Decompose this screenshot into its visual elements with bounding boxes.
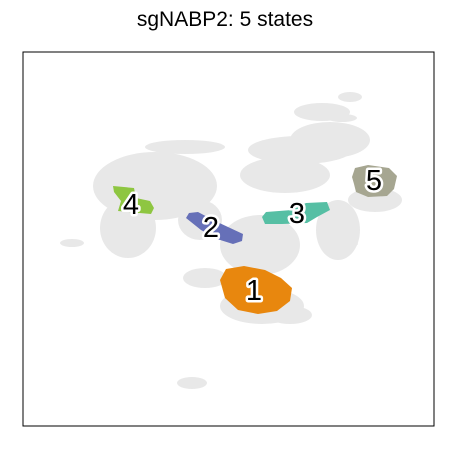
bg-cluster (60, 239, 84, 247)
state-label-2: 2 (203, 212, 219, 244)
bg-cluster (346, 242, 358, 246)
state-4-cells (113, 186, 154, 214)
state-label-3: 3 (289, 198, 305, 230)
state-label-4: 4 (123, 189, 139, 221)
bg-cluster (268, 306, 312, 324)
chart-title: sgNABP2: 5 states (136, 8, 314, 31)
background-cells (60, 92, 402, 389)
bg-cluster (177, 377, 207, 389)
bg-cluster (220, 215, 300, 275)
bg-cluster (145, 140, 225, 154)
bg-cluster (338, 92, 362, 102)
bg-cluster (294, 103, 350, 121)
bg-cluster (240, 157, 330, 193)
state-1-cells (220, 266, 292, 314)
state-3-cells (262, 202, 330, 224)
state-5-cells (352, 165, 397, 197)
state-label-1: 1 (246, 275, 262, 307)
bg-cluster (183, 268, 227, 288)
state-2-cells (186, 212, 243, 244)
bg-cluster (290, 122, 370, 158)
plot-frame (22, 51, 435, 427)
state-label-5: 5 (366, 165, 382, 197)
